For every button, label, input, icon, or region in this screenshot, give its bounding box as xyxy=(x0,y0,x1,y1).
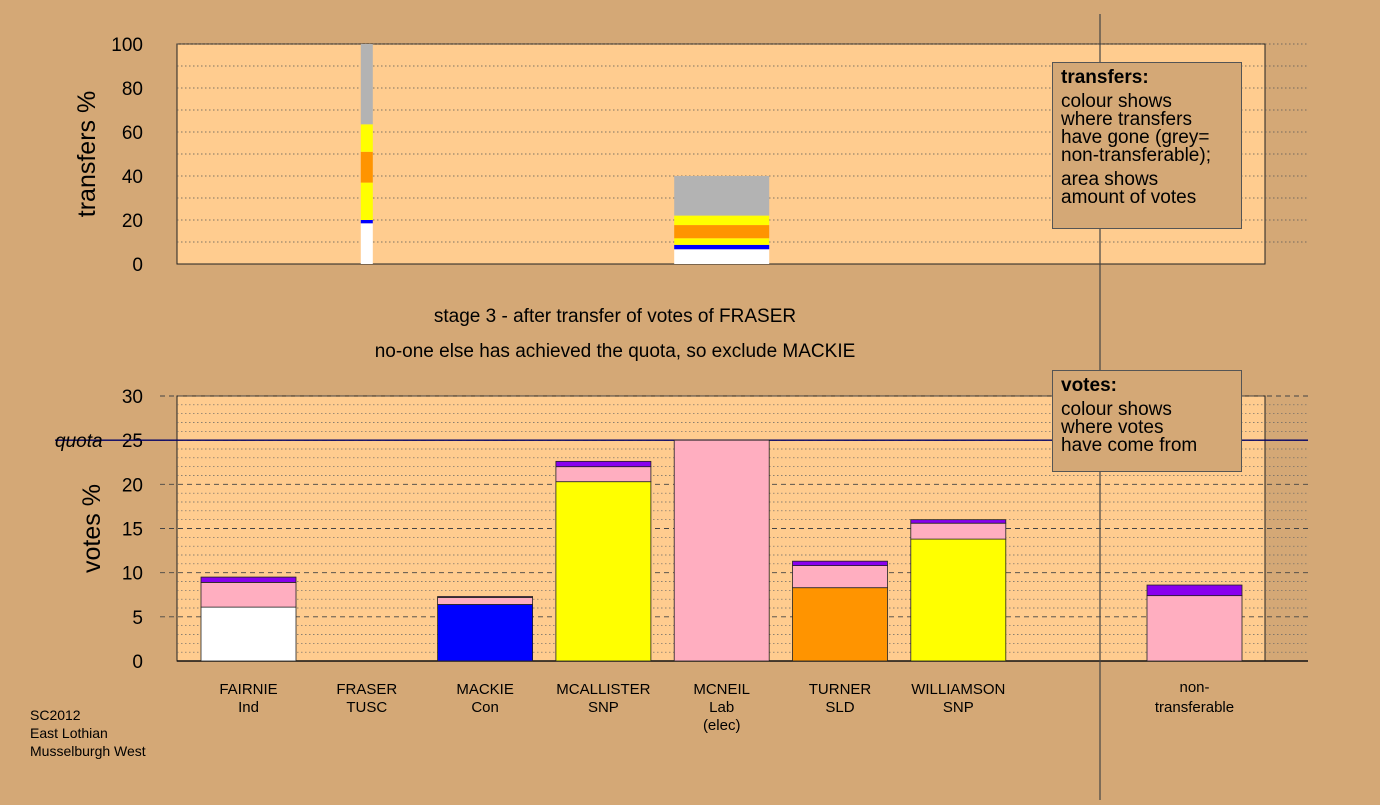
nontransferable-label: non- xyxy=(1179,679,1209,696)
quota-label: quota xyxy=(55,431,103,452)
stage-caption: stage 3 - after transfer of votes of FRA… xyxy=(433,306,797,327)
nontransferable-label: transferable xyxy=(1155,699,1234,716)
exclusion-note: no-one else has achieved the quota, so e… xyxy=(374,341,856,362)
candidate-party-label: Ind xyxy=(238,699,259,716)
candidate-name-label: MCALLISTER xyxy=(556,681,650,698)
credit-line: SC2012 xyxy=(30,707,81,723)
transfers-y-tick-label: 60 xyxy=(122,123,143,144)
transfer-segment-mackie xyxy=(360,220,373,224)
votes-legend-line: have come from xyxy=(1061,435,1198,456)
candidate-bar-segment-snp xyxy=(910,538,1007,662)
transfers-legend-title: transfers: xyxy=(1061,67,1149,88)
candidate-name-label: FAIRNIE xyxy=(219,681,277,698)
transfers-y-tick-label: 40 xyxy=(122,167,143,188)
candidate-bar-segment-snp xyxy=(555,481,652,662)
candidate-bar-segment-lab xyxy=(910,522,1007,540)
candidate-bar-segment-lab xyxy=(792,565,888,589)
votes-legend-line: colour shows xyxy=(1061,399,1172,420)
candidate-party-label: TUSC xyxy=(346,699,387,716)
candidate-bar-segment-transfer xyxy=(792,560,888,567)
transfers-y-tick-label: 20 xyxy=(122,211,143,232)
candidate-party-label: SNP xyxy=(943,699,974,716)
candidate-name-label: TURNER xyxy=(809,681,872,698)
candidate-bar-segment-transfer xyxy=(910,519,1007,524)
credit-line: East Lothian xyxy=(30,725,108,741)
transfers-y-axis-label: transfers % xyxy=(73,91,101,217)
transfers-legend-line: area shows xyxy=(1061,169,1159,190)
transfer-segment-non-transferable xyxy=(360,44,373,125)
credit: SC2012 East Lothian Musselburgh West xyxy=(30,706,146,760)
transfer-segment-fairnie xyxy=(360,223,373,264)
votes-y-axis-label: votes % xyxy=(78,484,106,573)
votes-y-tick-label: 25 xyxy=(122,431,143,452)
candidate-bar-segment-lab xyxy=(437,597,534,605)
candidate-name-label: WILLIAMSON xyxy=(911,681,1005,698)
transfer-segment-williamson xyxy=(360,124,373,152)
nontransferable-bar-segment-transfer xyxy=(1146,584,1243,597)
transfers-legend-line: amount of votes xyxy=(1061,187,1197,208)
transfers-legend-line: have gone (grey= xyxy=(1061,127,1210,148)
candidate-bar-segment-con xyxy=(437,604,534,662)
transfer-segment-mcallister xyxy=(674,238,770,245)
candidate-bar-segment-sld xyxy=(792,587,888,662)
transfer-segment-turner xyxy=(360,151,373,183)
votes-legend-title: votes: xyxy=(1061,375,1117,396)
transfers-legend-line: colour shows xyxy=(1061,91,1172,112)
candidate-party-label: Con xyxy=(471,699,499,716)
transfer-segment-mcallister xyxy=(360,182,373,220)
nontransferable-bar-segment-lab xyxy=(1146,595,1243,662)
transfers-y-tick-label: 100 xyxy=(111,35,143,56)
candidate-name-label: MACKIE xyxy=(456,681,514,698)
transfer-segment-williamson xyxy=(674,215,770,226)
candidate-bar-segment-transfer xyxy=(200,576,297,583)
votes-y-tick-label: 5 xyxy=(132,608,143,629)
candidate-bar-segment-transfer xyxy=(555,460,652,468)
transfer-segment-turner xyxy=(674,225,770,239)
candidate-party-label: SLD xyxy=(825,699,854,716)
candidate-bar-segment-transfer xyxy=(437,596,534,598)
votes-legend: votes: colour shows where votes have com… xyxy=(1052,370,1242,472)
votes-y-tick-label: 20 xyxy=(122,475,143,496)
transfer-segment-mackie xyxy=(674,244,770,250)
votes-y-tick-label: 10 xyxy=(122,564,143,585)
candidate-name-label: FRASER xyxy=(336,681,397,698)
transfers-y-tick-label: 0 xyxy=(132,255,143,276)
candidate-party-label: Lab xyxy=(709,699,734,716)
votes-y-tick-label: 15 xyxy=(122,520,143,541)
candidate-bar-segment-lab xyxy=(673,439,770,662)
candidate-bar-segment-lab xyxy=(200,581,297,608)
transfers-legend: transfers: colour shows where transfers … xyxy=(1052,62,1242,229)
candidate-bar-segment-lab xyxy=(555,466,652,483)
candidate-party-label: SNP xyxy=(588,699,619,716)
transfers-legend-line: where transfers xyxy=(1061,109,1192,130)
transfer-segment-non-transferable xyxy=(674,176,770,216)
credit-line: Musselburgh West xyxy=(30,743,146,759)
candidate-name-label: MCNEIL xyxy=(693,681,750,698)
votes-legend-line: where votes xyxy=(1061,417,1164,438)
votes-y-tick-label: 30 xyxy=(122,387,143,408)
transfers-legend-line: non-transferable); xyxy=(1061,145,1211,166)
candidate-bar-segment-ind xyxy=(200,606,297,662)
transfers-y-tick-label: 80 xyxy=(122,79,143,100)
votes-y-tick-label: 0 xyxy=(132,652,143,673)
candidate-status-label: (elec) xyxy=(703,717,741,734)
transfer-segment-fairnie xyxy=(674,249,770,264)
